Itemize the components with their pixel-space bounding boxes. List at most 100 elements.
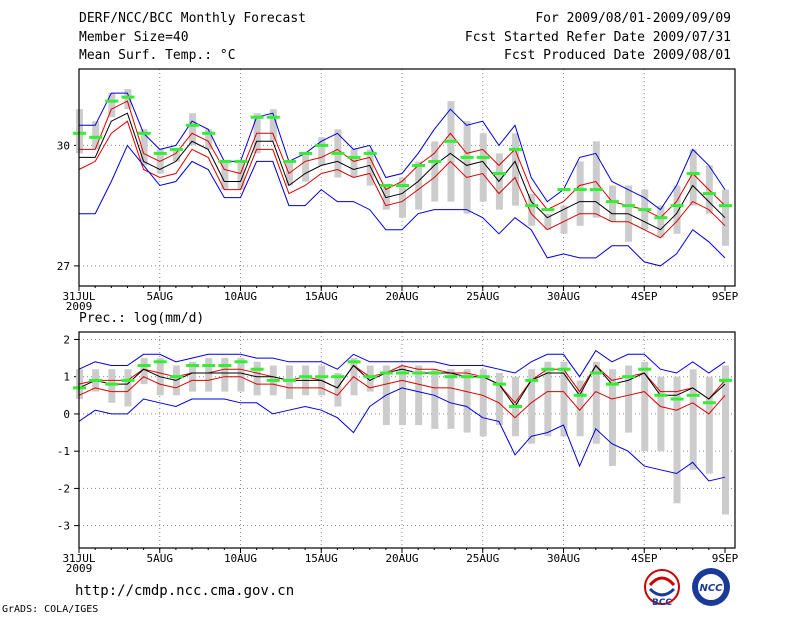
temp-x-tick-label: 30AUG	[547, 290, 580, 303]
precip-obs-mark	[509, 404, 523, 408]
precip-y-tick-label: -3	[57, 520, 70, 533]
temp-box	[399, 177, 406, 218]
precip-box	[237, 358, 245, 392]
precip-obs-mark	[331, 375, 345, 379]
temp-obs-mark	[605, 200, 619, 204]
temp-box	[657, 205, 665, 238]
temp-obs-mark	[137, 131, 151, 135]
precip-x-tick-label: 31JUL	[62, 552, 95, 565]
precip-box	[673, 376, 681, 504]
precip-box	[722, 365, 729, 515]
temp-obs-mark	[589, 188, 603, 192]
temp-box	[544, 213, 552, 230]
temp-obs-mark	[234, 159, 248, 163]
precip-box	[205, 358, 213, 392]
precip-box	[431, 369, 439, 429]
temp-box	[479, 133, 487, 202]
temp-obs-mark	[299, 151, 313, 155]
precip-obs-mark	[492, 382, 506, 386]
variable-label: Mean Surf. Temp.: °C	[79, 48, 236, 63]
precip-x-tick-label: 20AUG	[385, 552, 418, 565]
precip-box	[334, 372, 342, 407]
temp-obs-mark	[89, 135, 103, 139]
temp-line-ensemble-mean	[79, 112, 726, 231]
temp-obs-mark	[347, 155, 361, 159]
precip-obs-mark	[299, 375, 313, 379]
precip-obs-mark	[444, 375, 458, 379]
temp-box	[92, 121, 100, 150]
temp-x-tick-label: 31JUL	[62, 290, 95, 303]
precip-obs-mark	[686, 393, 700, 397]
precip-box	[140, 358, 148, 385]
precip-box	[576, 380, 584, 437]
precip-box	[608, 369, 616, 467]
temp-obs-mark	[444, 139, 458, 143]
temp-box	[608, 185, 616, 222]
footer-url[interactable]: http://cmdp.ncc.cma.gov.cn	[75, 583, 295, 599]
temp-obs-mark	[702, 192, 716, 196]
bcc-logo-text: BCC	[652, 598, 672, 608]
precip-obs-mark	[396, 371, 409, 375]
precip-obs-mark	[266, 378, 280, 382]
precip-x-tick-label: 9SEP	[712, 552, 739, 565]
precip-y-tick-label: -2	[57, 482, 70, 495]
precip-obs-mark	[428, 371, 442, 375]
temp-box	[463, 121, 471, 214]
temp-obs-mark	[509, 147, 523, 151]
bcc-logo: BCC	[644, 569, 680, 608]
temp-box	[302, 153, 310, 182]
precip-x-tick-label: 25AUG	[466, 552, 499, 565]
precip-label: Prec.: log(mm/d)	[79, 311, 205, 326]
temp-box	[722, 189, 729, 246]
temp-obs-mark	[105, 99, 119, 103]
precip-obs-mark	[282, 378, 296, 382]
temp-box	[528, 193, 536, 226]
precip-box	[592, 361, 600, 444]
precip-y-tick-label: 2	[63, 333, 70, 346]
precip-box	[625, 365, 633, 433]
precip-box	[285, 365, 293, 400]
temp-obs-mark	[428, 159, 442, 163]
temp-x-tick-label: 20AUG	[385, 290, 418, 303]
precip-x-tick-label: 30AUG	[547, 552, 580, 565]
temp-obs-mark	[670, 204, 684, 208]
temp-y-tick-label: 30	[57, 139, 70, 152]
precip-line-upper-quartile	[78, 364, 726, 404]
temp-box	[221, 161, 229, 190]
temp-obs-mark	[460, 155, 474, 159]
precip-obs-mark	[186, 364, 200, 368]
temp-box	[269, 109, 277, 142]
precip-box	[124, 369, 132, 407]
temp-obs-mark	[363, 151, 377, 155]
precip-x-tick-label: 10AUG	[224, 552, 257, 565]
temp-box	[205, 129, 213, 150]
temp-obs-mark	[492, 171, 506, 175]
member-size: Member Size=40	[79, 30, 189, 45]
temp-x-tick-label: 25AUG	[466, 290, 499, 303]
precip-obs-mark	[89, 378, 103, 382]
temp-obs-mark	[186, 123, 200, 127]
precip-box	[479, 369, 487, 437]
temp-x-tick-label: 5AUG	[147, 290, 174, 303]
precip-box	[689, 369, 697, 470]
temp-line-ensemble-max	[79, 92, 726, 211]
temp-box	[140, 129, 148, 166]
temp-line-lower-quartile	[78, 120, 726, 239]
temp-box	[576, 161, 584, 226]
logos: BCC NCC	[644, 568, 730, 608]
temp-obs-mark	[622, 204, 636, 208]
temp-x-tick-label: 15AUG	[305, 290, 338, 303]
temp-y-tick-label: 27	[57, 260, 70, 273]
precip-obs-mark	[589, 371, 603, 375]
temp-box	[673, 185, 681, 234]
temp-obs-mark	[396, 184, 409, 188]
precip-line-lower-quartile	[78, 376, 726, 419]
precip-box	[415, 365, 423, 426]
temp-obs-mark	[266, 115, 280, 119]
precip-x-tick-label: 15AUG	[305, 552, 338, 565]
temp-box	[172, 149, 180, 162]
precip-box	[544, 361, 552, 437]
precip-obs-mark	[105, 382, 119, 386]
precip-box	[528, 369, 536, 444]
precip-obs-mark	[605, 382, 619, 386]
